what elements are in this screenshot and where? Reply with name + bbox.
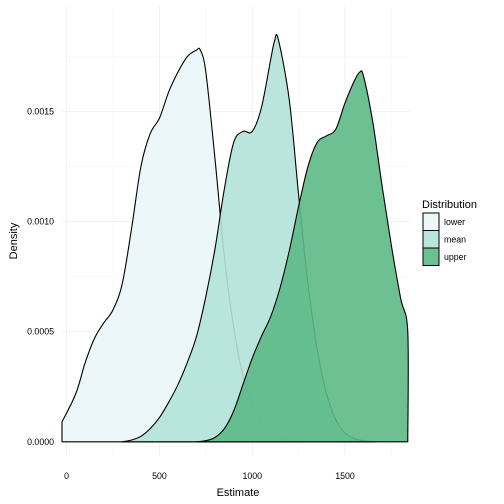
legend-label-mean: mean — [444, 234, 466, 244]
legend-key-upper — [422, 247, 440, 266]
legend-key-mean — [422, 230, 440, 249]
density-areas — [61, 33, 409, 443]
y-tick-label: 0.0015 — [27, 107, 54, 117]
x-tick-label: 1500 — [335, 471, 355, 481]
y-tick-label: 0.0005 — [27, 327, 54, 337]
y-axis-tick-labels: 0.0000 0.0005 0.0010 0.0015 — [27, 107, 54, 447]
y-tick-label: 0.0000 — [27, 437, 54, 447]
legend-key-lower — [422, 212, 440, 231]
x-tick-label: 0 — [64, 471, 69, 481]
x-axis-tick-labels: 0 500 1000 1500 — [64, 471, 355, 481]
legend-title: Distribution — [422, 199, 477, 211]
density-area-upper — [196, 70, 409, 443]
x-tick-label: 500 — [152, 471, 167, 481]
x-axis-title: Estimate — [217, 487, 260, 499]
legend-label-upper: upper — [444, 252, 467, 262]
legend-items: lower mean upper — [422, 212, 467, 266]
legend-label-lower: lower — [444, 217, 465, 227]
x-tick-label: 1000 — [242, 471, 262, 481]
y-axis-title: Density — [8, 222, 20, 259]
legend: Distribution lower mean upper — [422, 199, 477, 266]
y-tick-label: 0.0010 — [27, 217, 54, 227]
